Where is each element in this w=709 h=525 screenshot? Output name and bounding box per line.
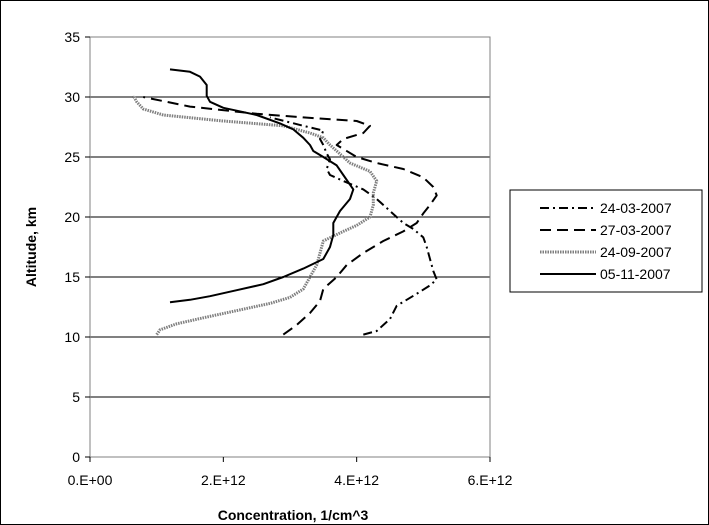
x-tick-label: 6.E+12: [468, 472, 513, 488]
series-line-3: [133, 96, 376, 335]
y-tick-label: 5: [72, 389, 80, 405]
tick-labels: 0 5 10 15 20 25 30 35 0.E+00 2.E+12 4.E+12 6.E+12: [64, 29, 512, 488]
legend-label-2: 27-03-2007: [600, 222, 672, 238]
x-axis-title: Concentration, 1/cm^3: [218, 507, 369, 523]
y-tick-label: 25: [64, 149, 80, 165]
x-tick-label: 0.E+00: [68, 472, 113, 488]
gridlines: [90, 37, 490, 457]
y-tick-label: 35: [64, 29, 80, 45]
x-tick-label: 4.E+12: [334, 472, 379, 488]
legend-label-4: 05-11-2007: [600, 266, 671, 282]
y-tick-label: 30: [64, 89, 80, 105]
series-line-2: [143, 97, 436, 335]
y-tick-label: 0: [72, 449, 80, 465]
y-tick-label: 15: [64, 269, 80, 285]
series-lines: [133, 69, 436, 334]
y-tick-label: 10: [64, 329, 80, 345]
x-tick-label: 2.E+12: [201, 472, 246, 488]
legend: 24-03-2007 27-03-2007 24-09-2007 05-11-2007: [510, 190, 702, 292]
plot-area-border: [90, 37, 490, 457]
legend-label-3: 24-09-2007: [600, 244, 672, 260]
y-axis-title: Altitude, km: [23, 207, 39, 287]
legend-label-1: 24-03-2007: [600, 200, 672, 216]
series-line-4: [170, 69, 353, 302]
y-tick-label: 20: [64, 209, 80, 225]
